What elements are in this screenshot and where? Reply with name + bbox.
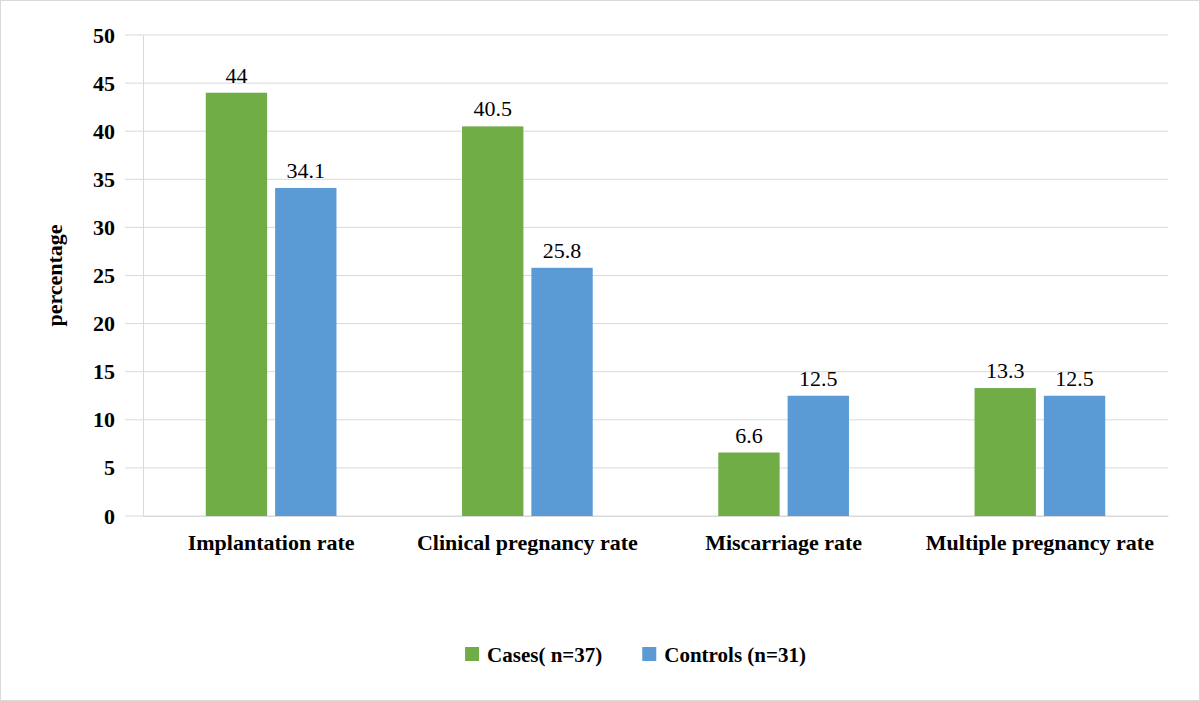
data-label: 6.6 bbox=[735, 423, 763, 448]
data-label: 25.8 bbox=[543, 238, 582, 263]
x-axis-line bbox=[144, 516, 1169, 517]
grid-line bbox=[125, 179, 1168, 180]
x-tick-label: Multiple pregnancy rate bbox=[926, 530, 1154, 555]
bar bbox=[718, 453, 779, 516]
y-tick-label: 0 bbox=[104, 504, 115, 529]
chart: 0 5 10 15 20 25 30 35 40 45 50 percentage Implantati… bbox=[0, 0, 1200, 701]
y-tick: 40 bbox=[93, 119, 143, 144]
y-tick-label: 40 bbox=[93, 119, 115, 144]
y-axis: 0 5 10 15 20 25 30 35 40 45 50 bbox=[93, 23, 144, 529]
x-tick: Implantation rate bbox=[188, 516, 355, 555]
x-tick-label: Implantation rate bbox=[188, 530, 355, 555]
y-tick-label: 25 bbox=[93, 263, 115, 288]
bar bbox=[1044, 396, 1105, 516]
x-tick-label: Clinical pregnancy rate bbox=[417, 530, 638, 555]
legend: Cases( n=37) Controls (n=31) bbox=[465, 643, 806, 667]
y-axis-line bbox=[143, 36, 144, 517]
bars bbox=[206, 93, 1105, 516]
data-label: 44 bbox=[225, 63, 247, 88]
legend-swatch bbox=[465, 647, 479, 661]
y-tick: 0 bbox=[104, 504, 143, 529]
y-tick: 45 bbox=[93, 71, 143, 96]
y-tick: 15 bbox=[93, 359, 143, 384]
data-label: 34.1 bbox=[287, 158, 326, 183]
bar bbox=[975, 388, 1036, 516]
x-axis: Implantation rate Clinical pregnancy rate… bbox=[144, 516, 1169, 555]
y-tick: 10 bbox=[93, 407, 143, 432]
y-tick: 50 bbox=[93, 23, 143, 48]
y-tick: 5 bbox=[104, 455, 143, 480]
x-tick-label-line: Multiple pregnancy rate bbox=[926, 530, 1154, 555]
y-tick: 30 bbox=[93, 215, 143, 240]
y-axis-title: percentage bbox=[42, 224, 67, 326]
y-tick-label: 45 bbox=[93, 71, 115, 96]
y-tick-label: 35 bbox=[93, 167, 115, 192]
y-tick: 20 bbox=[93, 311, 143, 336]
bar bbox=[275, 188, 336, 516]
data-label: 12.5 bbox=[799, 366, 838, 391]
y-tick: 35 bbox=[93, 167, 143, 192]
x-tick: Multiple pregnancy rate bbox=[926, 516, 1154, 555]
grid bbox=[125, 35, 1168, 516]
x-tick-label-line: Miscarriage rate bbox=[705, 530, 862, 555]
bar bbox=[788, 396, 849, 516]
legend-label: Controls (n=31) bbox=[664, 643, 806, 667]
bar bbox=[531, 268, 592, 516]
grid-line bbox=[125, 35, 1168, 36]
frame bbox=[1, 1, 1200, 701]
data-label: 40.5 bbox=[473, 96, 512, 121]
y-tick: 25 bbox=[93, 263, 143, 288]
data-labels: 44 40.5 6.6 13.3 34.1 25.8 12.5 12.5 bbox=[225, 63, 1093, 448]
data-label: 13.3 bbox=[986, 358, 1025, 383]
legend-swatch bbox=[642, 647, 656, 661]
x-tick-label-line: Implantation rate bbox=[188, 530, 355, 555]
legend-item: Cases( n=37) bbox=[465, 643, 602, 667]
legend-item: Controls (n=31) bbox=[642, 643, 806, 667]
x-tick-label-line: Clinical pregnancy rate bbox=[417, 530, 638, 555]
grid-line bbox=[125, 131, 1168, 132]
x-tick: Miscarriage rate bbox=[705, 516, 862, 555]
legend-label: Cases( n=37) bbox=[487, 643, 602, 667]
y-tick-label: 15 bbox=[93, 359, 115, 384]
y-tick-label: 10 bbox=[93, 407, 115, 432]
grid-line bbox=[125, 83, 1168, 84]
y-tick-label: 50 bbox=[93, 23, 115, 48]
bar bbox=[462, 126, 523, 516]
y-tick-label: 20 bbox=[93, 311, 115, 336]
y-tick-label: 5 bbox=[104, 455, 115, 480]
bar bbox=[206, 93, 267, 516]
y-tick-label: 30 bbox=[93, 215, 115, 240]
x-tick: Clinical pregnancy rate bbox=[417, 516, 638, 555]
x-tick-label: Miscarriage rate bbox=[705, 530, 862, 555]
data-label: 12.5 bbox=[1055, 366, 1094, 391]
